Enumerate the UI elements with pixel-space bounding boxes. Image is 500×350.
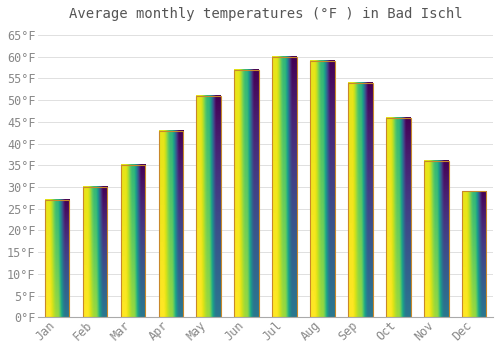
Bar <box>83 187 108 317</box>
Bar <box>272 57 297 317</box>
Bar <box>196 96 221 317</box>
Bar <box>45 200 70 317</box>
Bar <box>424 161 448 317</box>
Bar <box>386 118 410 317</box>
Bar <box>462 191 486 317</box>
Bar <box>310 61 335 317</box>
Bar <box>158 131 183 317</box>
Bar <box>234 70 259 317</box>
Bar <box>348 83 372 317</box>
Title: Average monthly temperatures (°F ) in Bad Ischl: Average monthly temperatures (°F ) in Ba… <box>69 7 462 21</box>
Bar <box>120 165 146 317</box>
